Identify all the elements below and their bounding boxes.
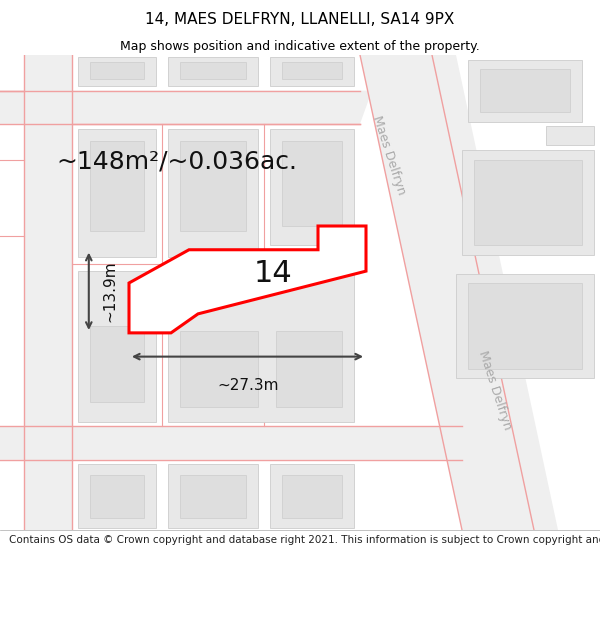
Text: Map shows position and indicative extent of the property.: Map shows position and indicative extent… — [120, 39, 480, 52]
Polygon shape — [180, 141, 246, 231]
Polygon shape — [168, 464, 258, 528]
Polygon shape — [78, 464, 156, 528]
Polygon shape — [90, 62, 144, 79]
Polygon shape — [78, 129, 156, 257]
Text: ~27.3m: ~27.3m — [217, 378, 278, 393]
Polygon shape — [546, 126, 594, 145]
Polygon shape — [78, 58, 156, 86]
Text: 14: 14 — [254, 259, 292, 288]
Polygon shape — [474, 159, 582, 245]
Polygon shape — [24, 55, 72, 530]
Polygon shape — [0, 426, 474, 460]
Polygon shape — [168, 271, 354, 422]
Polygon shape — [168, 58, 258, 86]
Polygon shape — [90, 476, 144, 518]
Polygon shape — [270, 58, 354, 86]
Polygon shape — [0, 91, 372, 124]
Text: Contains OS data © Crown copyright and database right 2021. This information is : Contains OS data © Crown copyright and d… — [9, 535, 600, 545]
Text: ~148m²/~0.036ac.: ~148m²/~0.036ac. — [56, 150, 298, 174]
Polygon shape — [90, 141, 144, 231]
Polygon shape — [282, 62, 342, 79]
Polygon shape — [456, 274, 594, 378]
Polygon shape — [270, 129, 354, 245]
Text: 14, MAES DELFRYN, LLANELLI, SA14 9PX: 14, MAES DELFRYN, LLANELLI, SA14 9PX — [145, 12, 455, 27]
Text: Maes Delfryn: Maes Delfryn — [476, 349, 514, 431]
Polygon shape — [468, 283, 582, 369]
Polygon shape — [180, 62, 246, 79]
Text: ~13.9m: ~13.9m — [102, 261, 117, 322]
Polygon shape — [270, 464, 354, 528]
Polygon shape — [180, 476, 246, 518]
Polygon shape — [282, 141, 342, 226]
Text: Maes Delfryn: Maes Delfryn — [370, 114, 408, 196]
Polygon shape — [129, 226, 366, 333]
Polygon shape — [360, 55, 558, 530]
Polygon shape — [168, 129, 258, 257]
Polygon shape — [462, 150, 594, 254]
Polygon shape — [480, 69, 570, 112]
Polygon shape — [180, 331, 258, 406]
Polygon shape — [282, 476, 342, 518]
Polygon shape — [468, 60, 582, 121]
Polygon shape — [78, 271, 156, 422]
Polygon shape — [90, 326, 144, 402]
Polygon shape — [276, 331, 342, 406]
